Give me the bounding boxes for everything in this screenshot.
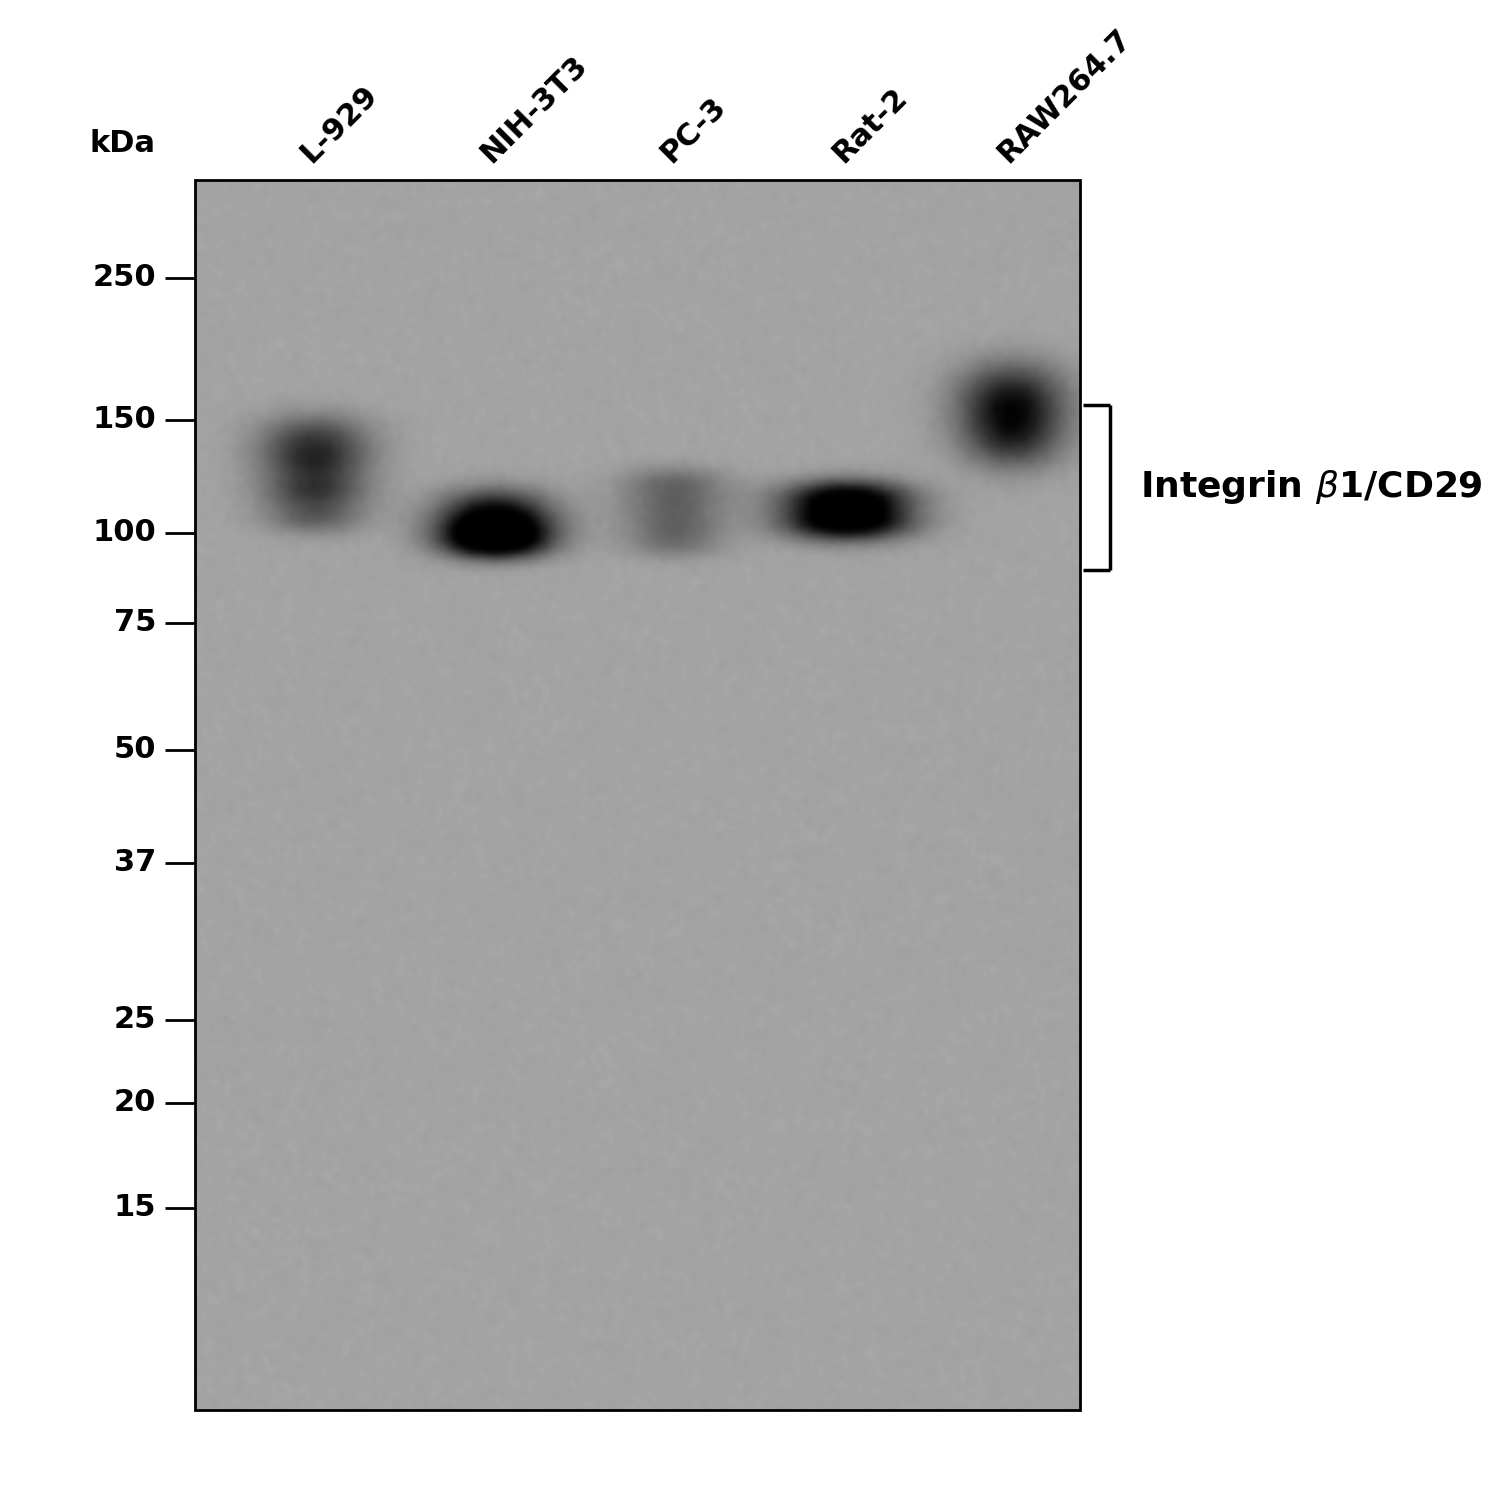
Text: RAW264.7: RAW264.7	[992, 22, 1137, 168]
Text: 75: 75	[114, 608, 156, 638]
Text: 20: 20	[114, 1088, 156, 1118]
Text: NIH-3T3: NIH-3T3	[474, 50, 592, 168]
Text: 15: 15	[114, 1192, 156, 1222]
Text: 250: 250	[93, 262, 156, 292]
Text: PC-3: PC-3	[654, 92, 730, 168]
Text: Integrin $\beta$1/CD29: Integrin $\beta$1/CD29	[1140, 468, 1482, 507]
Text: 37: 37	[114, 847, 156, 877]
Text: 25: 25	[114, 1005, 156, 1035]
Text: kDa: kDa	[90, 129, 156, 158]
Text: L-929: L-929	[294, 80, 382, 168]
Text: 150: 150	[93, 405, 156, 435]
Text: Rat-2: Rat-2	[827, 82, 914, 168]
Bar	[195, 180, 1080, 1410]
Text: 50: 50	[114, 735, 156, 765]
Text: 100: 100	[93, 518, 156, 548]
